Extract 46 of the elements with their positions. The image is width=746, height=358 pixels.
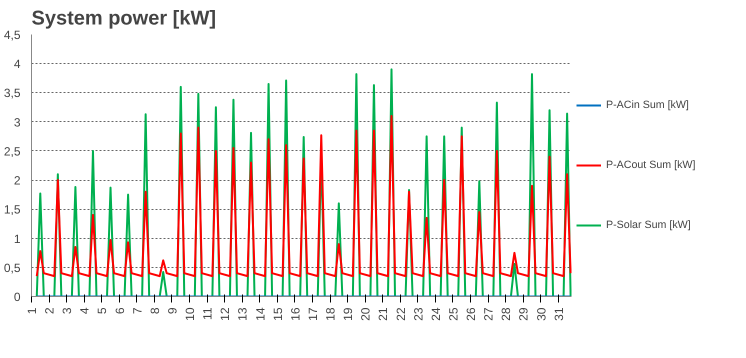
legend-label: P-Solar Sum [kW] [606, 219, 691, 231]
x-tick-label: 2 [42, 307, 57, 314]
y-tick-label: 4,5 [4, 28, 21, 42]
x-tick-label: 19 [341, 307, 356, 321]
x-tick-label: 14 [253, 307, 268, 321]
y-tick-label: 4 [14, 57, 21, 72]
x-tick-label: 16 [288, 307, 302, 321]
y-tick-label: 2,5 [4, 144, 21, 158]
x-tick-label: 22 [394, 307, 408, 321]
x-tick-label: 28 [499, 307, 514, 321]
x-tick-label: 23 [411, 307, 426, 321]
y-tick-label: 3 [14, 115, 21, 130]
legend-label: P-ACin Sum [kW] [606, 99, 689, 111]
line-series [36, 115, 572, 278]
x-tick-label: 1 [25, 307, 39, 314]
x-tick-label: 24 [428, 307, 443, 321]
x-tick-label: 29 [516, 307, 531, 321]
x-tick-label: 17 [306, 307, 320, 321]
x-tick-label: 15 [270, 307, 285, 321]
x-tick-label: 31 [552, 307, 566, 321]
x-tick-label: 10 [183, 307, 198, 321]
x-tick-label: 21 [376, 307, 390, 321]
x-tick-label: 12 [218, 307, 232, 321]
y-tick-label: 3,5 [4, 86, 21, 100]
x-tick-label: 6 [112, 307, 127, 314]
x-tick-label: 8 [148, 307, 162, 314]
y-tick-label: 1 [14, 232, 21, 246]
x-tick-label: 27 [482, 307, 496, 321]
x-tick-label: 20 [358, 307, 373, 321]
y-tick-label: 2 [14, 174, 21, 188]
x-tick-label: 25 [446, 307, 460, 321]
x-tick-label: 13 [236, 307, 250, 321]
chart-title: System power [kW] [32, 8, 216, 30]
y-tick-label: 0 [14, 290, 21, 304]
x-tick-label: 9 [165, 307, 180, 314]
x-tick-label: 4 [78, 307, 92, 314]
x-tick-label: 26 [464, 307, 478, 321]
x-tick-label: 11 [200, 307, 215, 320]
x-tick-label: 7 [130, 307, 144, 314]
x-tick-label: 18 [324, 307, 338, 321]
y-tick-label: 0,5 [4, 260, 21, 275]
legend-label: P-ACout Sum [kW] [606, 159, 696, 171]
y-tick-label: 1,5 [4, 202, 21, 217]
x-tick-label: 3 [60, 307, 74, 314]
x-tick-label: 5 [95, 307, 110, 314]
x-tick-label: 30 [534, 307, 548, 321]
